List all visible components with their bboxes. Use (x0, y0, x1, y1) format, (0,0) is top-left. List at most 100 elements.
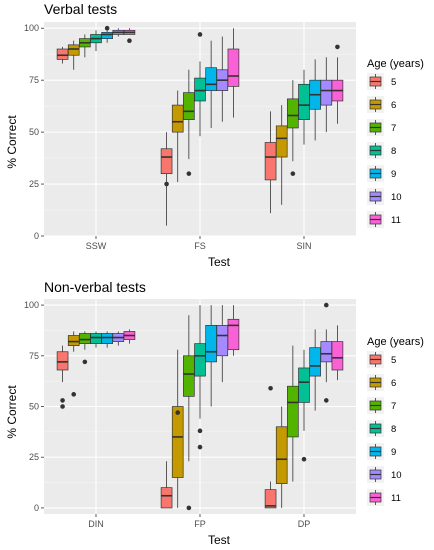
outlier-point (71, 392, 77, 397)
x-tick-label-ssw: SSW (86, 241, 107, 251)
legend-item-age-10: 10 (367, 466, 402, 483)
box-ssw-age-7 (79, 34, 91, 58)
outlier-point (197, 428, 203, 434)
box-fp-age-11 (227, 305, 240, 356)
box-sin-age-11 (331, 44, 344, 124)
outlier-point (197, 444, 203, 450)
box-body (205, 325, 217, 363)
box-body (67, 335, 80, 347)
legend-label-age-6: 6 (391, 378, 396, 389)
box-body (275, 426, 288, 484)
box-fp-age-5 (160, 461, 173, 509)
box-body (264, 489, 277, 509)
x-axis-label-verbal: Test (208, 255, 231, 269)
outlier-point (104, 25, 110, 31)
box-fs-age-5 (160, 132, 173, 226)
box-dp-age-5 (264, 385, 277, 509)
outlier-point (175, 410, 181, 415)
box-body (183, 92, 195, 121)
legend-item-age-6: 6 (367, 96, 396, 113)
box-ssw-age-6 (67, 40, 80, 70)
legend-label-age-11: 11 (391, 493, 401, 504)
outlier-point (268, 385, 273, 391)
legend-item-age-9: 9 (367, 165, 396, 182)
box-body (227, 318, 240, 351)
box-ssw-age-11 (123, 28, 136, 43)
legend-item-age-5: 5 (367, 73, 396, 90)
box-body (56, 351, 69, 371)
outlier-point (197, 32, 203, 37)
box-ssw-age-5 (56, 46, 69, 64)
box-body (183, 355, 195, 397)
legend-title-nonverbal: Age (years) (367, 336, 424, 348)
y-tick-label: 100 (24, 23, 39, 33)
outlier-point (335, 44, 340, 50)
box-body (171, 406, 184, 478)
plot-panel-nonverbal: 0 25 50 75 100 DIN FP DP (24, 299, 356, 529)
box-body (287, 98, 299, 129)
x-axis-label-nonverbal: Test (208, 533, 231, 547)
legend-item-age-8: 8 (367, 142, 396, 159)
chart-title-verbal: Verbal tests (44, 1, 117, 17)
x-tick-label-fs: FS (194, 241, 206, 251)
outlier-point (127, 38, 132, 43)
x-tick-label-sin: SIN (296, 241, 311, 251)
box-body (160, 148, 173, 175)
y-tick-label: 25 (29, 452, 39, 462)
box-dp-age-7 (287, 345, 299, 482)
y-tick-label: 75 (29, 351, 39, 361)
box-fs-age-6 (171, 90, 184, 182)
box-dp-age-10 (320, 302, 333, 403)
box-sin-age-8 (298, 69, 310, 145)
legend-label-age-8: 8 (391, 424, 396, 435)
y-tick-label: 50 (29, 402, 39, 412)
box-body (101, 32, 113, 39)
legend-label-age-10: 10 (391, 192, 402, 203)
legend-label-age-9: 9 (391, 447, 396, 458)
outlier-point (186, 171, 192, 176)
legend-label-age-7: 7 (391, 123, 396, 134)
box-fs-age-9 (205, 40, 217, 128)
box-body (205, 67, 217, 91)
legend-item-age-6: 6 (367, 374, 396, 391)
y-tick-label: 50 (29, 127, 39, 137)
outlier-point (323, 398, 329, 403)
box-body (79, 333, 91, 344)
box-fs-age-10 (216, 36, 229, 122)
outlier-point (164, 181, 169, 187)
legend-label-age-9: 9 (391, 169, 396, 180)
legend-title-verbal: Age (years) (367, 58, 424, 70)
y-tick-label: 25 (29, 179, 39, 189)
plot-panel-verbal: 0 25 50 75 100 SSW FS SIN (24, 22, 356, 251)
box-sin-age-5 (264, 111, 277, 214)
y-tick-label: 100 (24, 300, 39, 310)
box-body (171, 104, 184, 133)
box-sin-age-7 (287, 80, 299, 176)
legend-item-age-11: 11 (367, 211, 401, 228)
legend-label-age-5: 5 (391, 355, 396, 366)
x-tick-label-fp: FP (194, 519, 206, 529)
outlier-point (301, 456, 307, 462)
legend-item-age-7: 7 (367, 119, 396, 136)
legend-label-age-7: 7 (391, 401, 396, 412)
legend-label-age-5: 5 (391, 77, 396, 88)
box-body (320, 341, 333, 363)
y-axis-label-nonverbal: % Correct (5, 385, 19, 439)
legend-item-age-10: 10 (367, 188, 402, 205)
box-body (101, 333, 113, 344)
outlier-point (82, 359, 88, 365)
legend-item-age-11: 11 (367, 489, 401, 506)
legend-label-age-6: 6 (391, 100, 396, 111)
box-dp-age-11 (331, 325, 344, 381)
outlier-point (323, 302, 329, 308)
box-body (298, 367, 310, 403)
x-tick-label-dp: DP (298, 519, 311, 529)
legend-item-age-8: 8 (367, 420, 396, 437)
outlier-point (186, 505, 192, 511)
box-din-age-6 (67, 331, 80, 397)
legend-label-age-10: 10 (391, 470, 402, 481)
y-axis-label-verbal: % Correct (5, 115, 19, 169)
outlier-point (60, 404, 65, 409)
y-tick-label: 75 (29, 75, 39, 85)
